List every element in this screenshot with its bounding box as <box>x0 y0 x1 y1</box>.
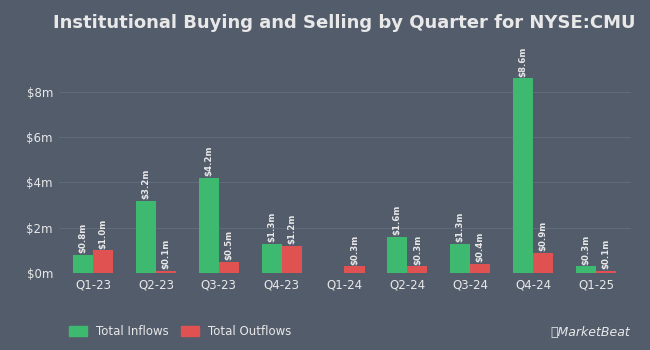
Text: $3.2m: $3.2m <box>141 169 150 199</box>
Text: ⨟MarketBeat: ⨟MarketBeat <box>551 327 630 340</box>
Text: $0.4m: $0.4m <box>476 232 485 262</box>
Text: $0.5m: $0.5m <box>224 230 233 260</box>
Bar <box>408 266 428 273</box>
Bar <box>470 264 490 273</box>
Bar <box>93 250 113 273</box>
Text: $0.3m: $0.3m <box>413 234 422 265</box>
Text: $1.3m: $1.3m <box>267 212 276 242</box>
Bar <box>596 271 616 273</box>
Bar <box>344 266 365 273</box>
Text: $8.6m: $8.6m <box>519 46 528 77</box>
Legend: Total Inflows, Total Outflows: Total Inflows, Total Outflows <box>64 321 296 343</box>
Text: $0.3m: $0.3m <box>350 234 359 265</box>
Text: $1.3m: $1.3m <box>456 212 465 242</box>
Bar <box>199 178 219 273</box>
Text: $1.6m: $1.6m <box>393 205 402 235</box>
Text: $0.1m: $0.1m <box>601 239 610 269</box>
Text: $0.9m: $0.9m <box>539 221 548 251</box>
Bar <box>450 244 470 273</box>
Text: $1.0m: $1.0m <box>99 218 108 249</box>
Bar <box>73 255 93 273</box>
Bar <box>387 237 408 273</box>
Title: Institutional Buying and Selling by Quarter for NYSE:CMU: Institutional Buying and Selling by Quar… <box>53 14 636 32</box>
Bar <box>136 201 156 273</box>
Text: $4.2m: $4.2m <box>204 146 213 176</box>
Bar <box>576 266 596 273</box>
Bar <box>219 262 239 273</box>
Bar <box>261 244 281 273</box>
Bar <box>281 246 302 273</box>
Text: $0.8m: $0.8m <box>79 223 88 253</box>
Bar <box>156 271 176 273</box>
Text: $0.3m: $0.3m <box>581 234 590 265</box>
Text: $0.1m: $0.1m <box>161 239 170 269</box>
Text: $1.2m: $1.2m <box>287 214 296 244</box>
Bar <box>513 78 533 273</box>
Bar <box>533 253 553 273</box>
